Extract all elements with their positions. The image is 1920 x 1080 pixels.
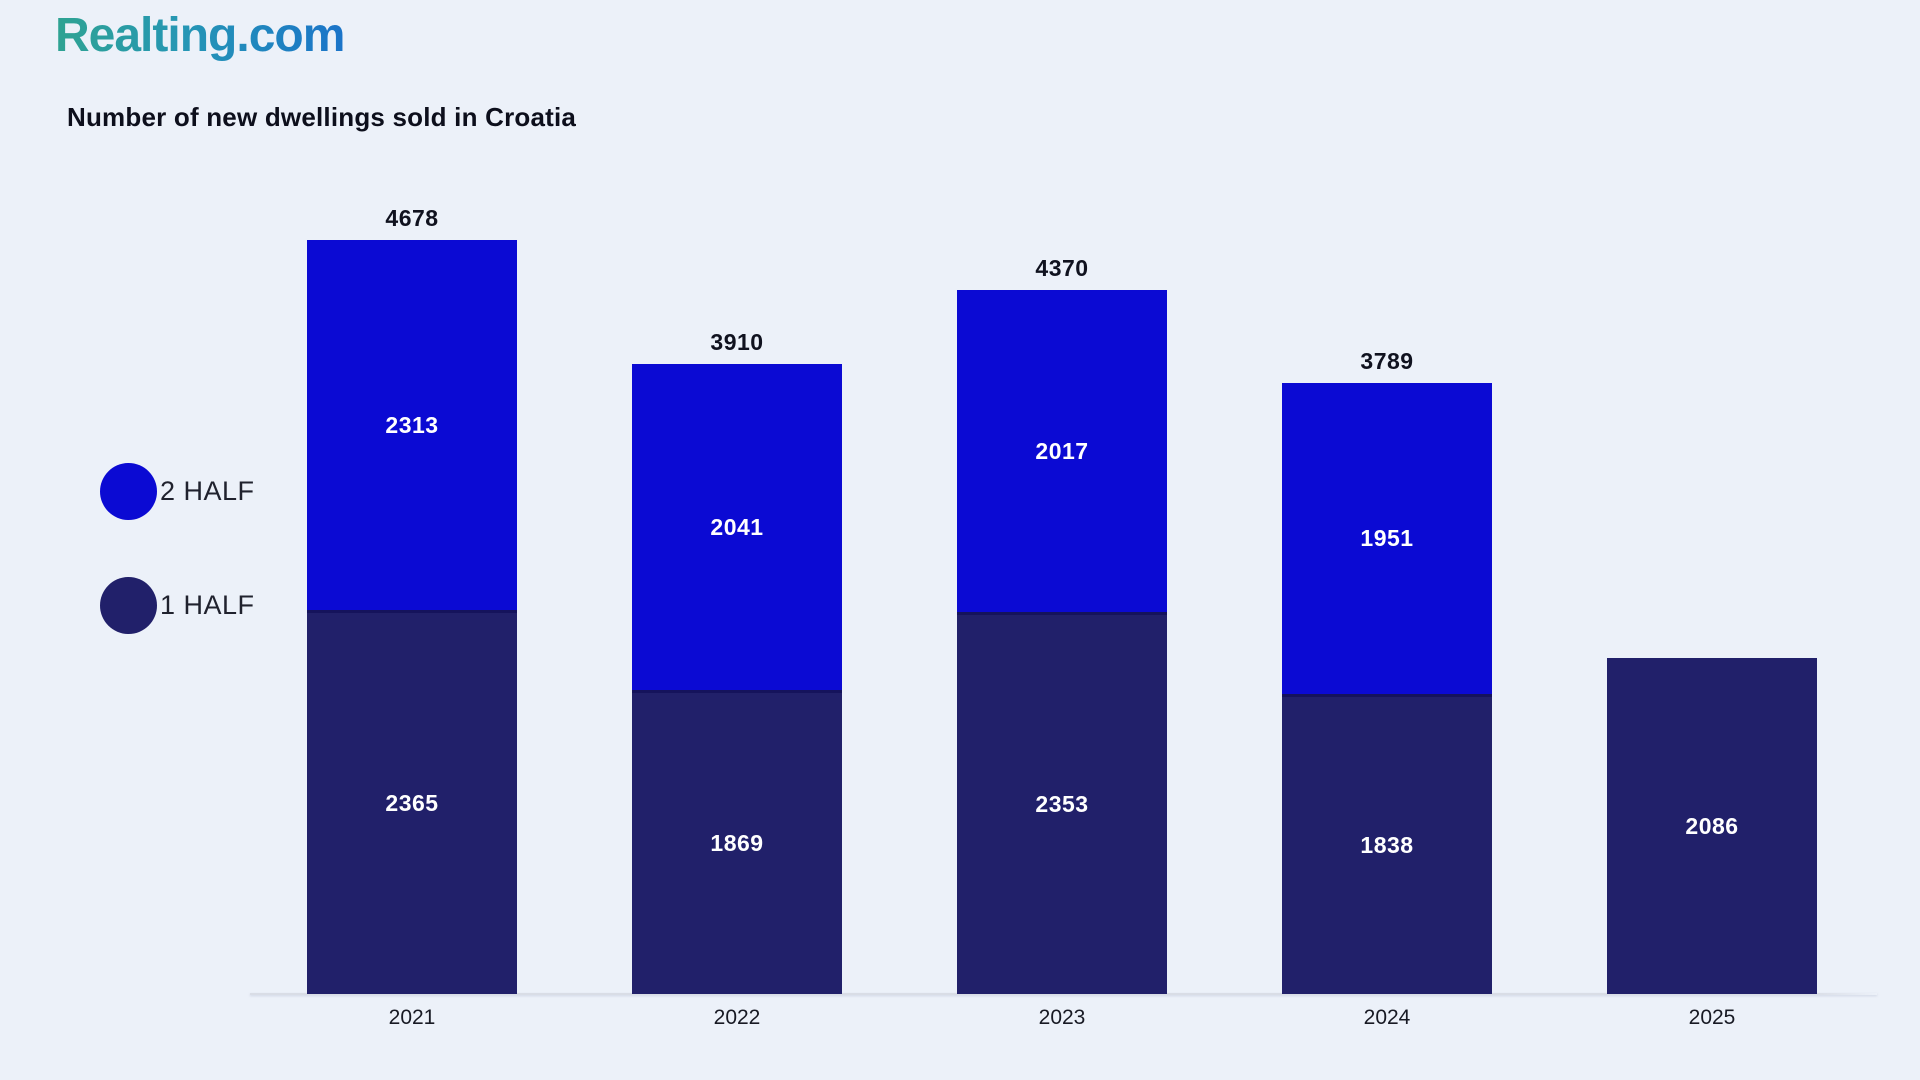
- x-axis-label-2023: 2023: [1038, 1006, 1086, 1029]
- segment-2-half: 2041: [632, 364, 842, 693]
- segment-value-label: 2353: [1035, 791, 1089, 817]
- segment-2-half: 2313: [307, 240, 517, 613]
- segment-value-label: 1838: [1360, 832, 1414, 858]
- segment-value-label: 1951: [1360, 525, 1414, 551]
- bar-2024: 1951 1838: [1282, 383, 1492, 994]
- segment-1-half: 2365: [307, 613, 517, 994]
- segment-value-label: 2086: [1685, 812, 1739, 839]
- legend-item-2-half: 2 HALF: [100, 462, 255, 520]
- legend-swatch-2-half-icon: [100, 462, 157, 520]
- realting-logo: Realting.com: [55, 9, 345, 62]
- bar-2021: 2313 2365: [307, 240, 517, 994]
- bar-2022: 2041 1869: [632, 364, 842, 994]
- legend-label-2-half: 2 HALF: [160, 475, 255, 506]
- segment-2-half: 1951: [1282, 383, 1492, 697]
- bar-total-label-2021: 4678: [385, 205, 439, 231]
- bar-total-label-2024: 3789: [1360, 348, 1414, 374]
- legend-item-1-half: 1 HALF: [100, 576, 255, 634]
- segment-value-label: 2313: [385, 411, 439, 438]
- x-axis-label-2024: 2024: [1363, 1006, 1411, 1029]
- segment-2-half: 2017: [957, 290, 1167, 615]
- bar-total-label-2022: 3910: [710, 329, 764, 355]
- segment-value-label: 2041: [710, 513, 764, 540]
- chart-title: Number of new dwellings sold in Croatia: [67, 102, 577, 132]
- legend-swatch-1-half-icon: [100, 576, 157, 634]
- x-axis-label-2022: 2022: [713, 1006, 761, 1029]
- x-axis-label-2025: 2025: [1688, 1006, 1736, 1029]
- x-axis-label-2021: 2021: [388, 1006, 436, 1029]
- segment-1-half: 1869: [632, 693, 842, 994]
- segment-value-label: 2365: [385, 790, 439, 816]
- segment-1-half: 2353: [957, 615, 1167, 994]
- segment-1-half: 2086: [1607, 658, 1817, 994]
- x-axis-line: [250, 993, 1877, 995]
- legend-label-1-half: 1 HALF: [160, 589, 255, 620]
- legend: 2 HALF 1 HALF: [100, 462, 255, 690]
- segment-1-half: 1838: [1282, 697, 1492, 994]
- segment-value-label: 1869: [710, 830, 764, 856]
- segment-value-label: 2017: [1035, 437, 1089, 464]
- bar-2023: 2017 2353: [957, 290, 1167, 994]
- bar-total-label-2023: 4370: [1035, 255, 1089, 281]
- bar-2025: 2086: [1607, 658, 1817, 994]
